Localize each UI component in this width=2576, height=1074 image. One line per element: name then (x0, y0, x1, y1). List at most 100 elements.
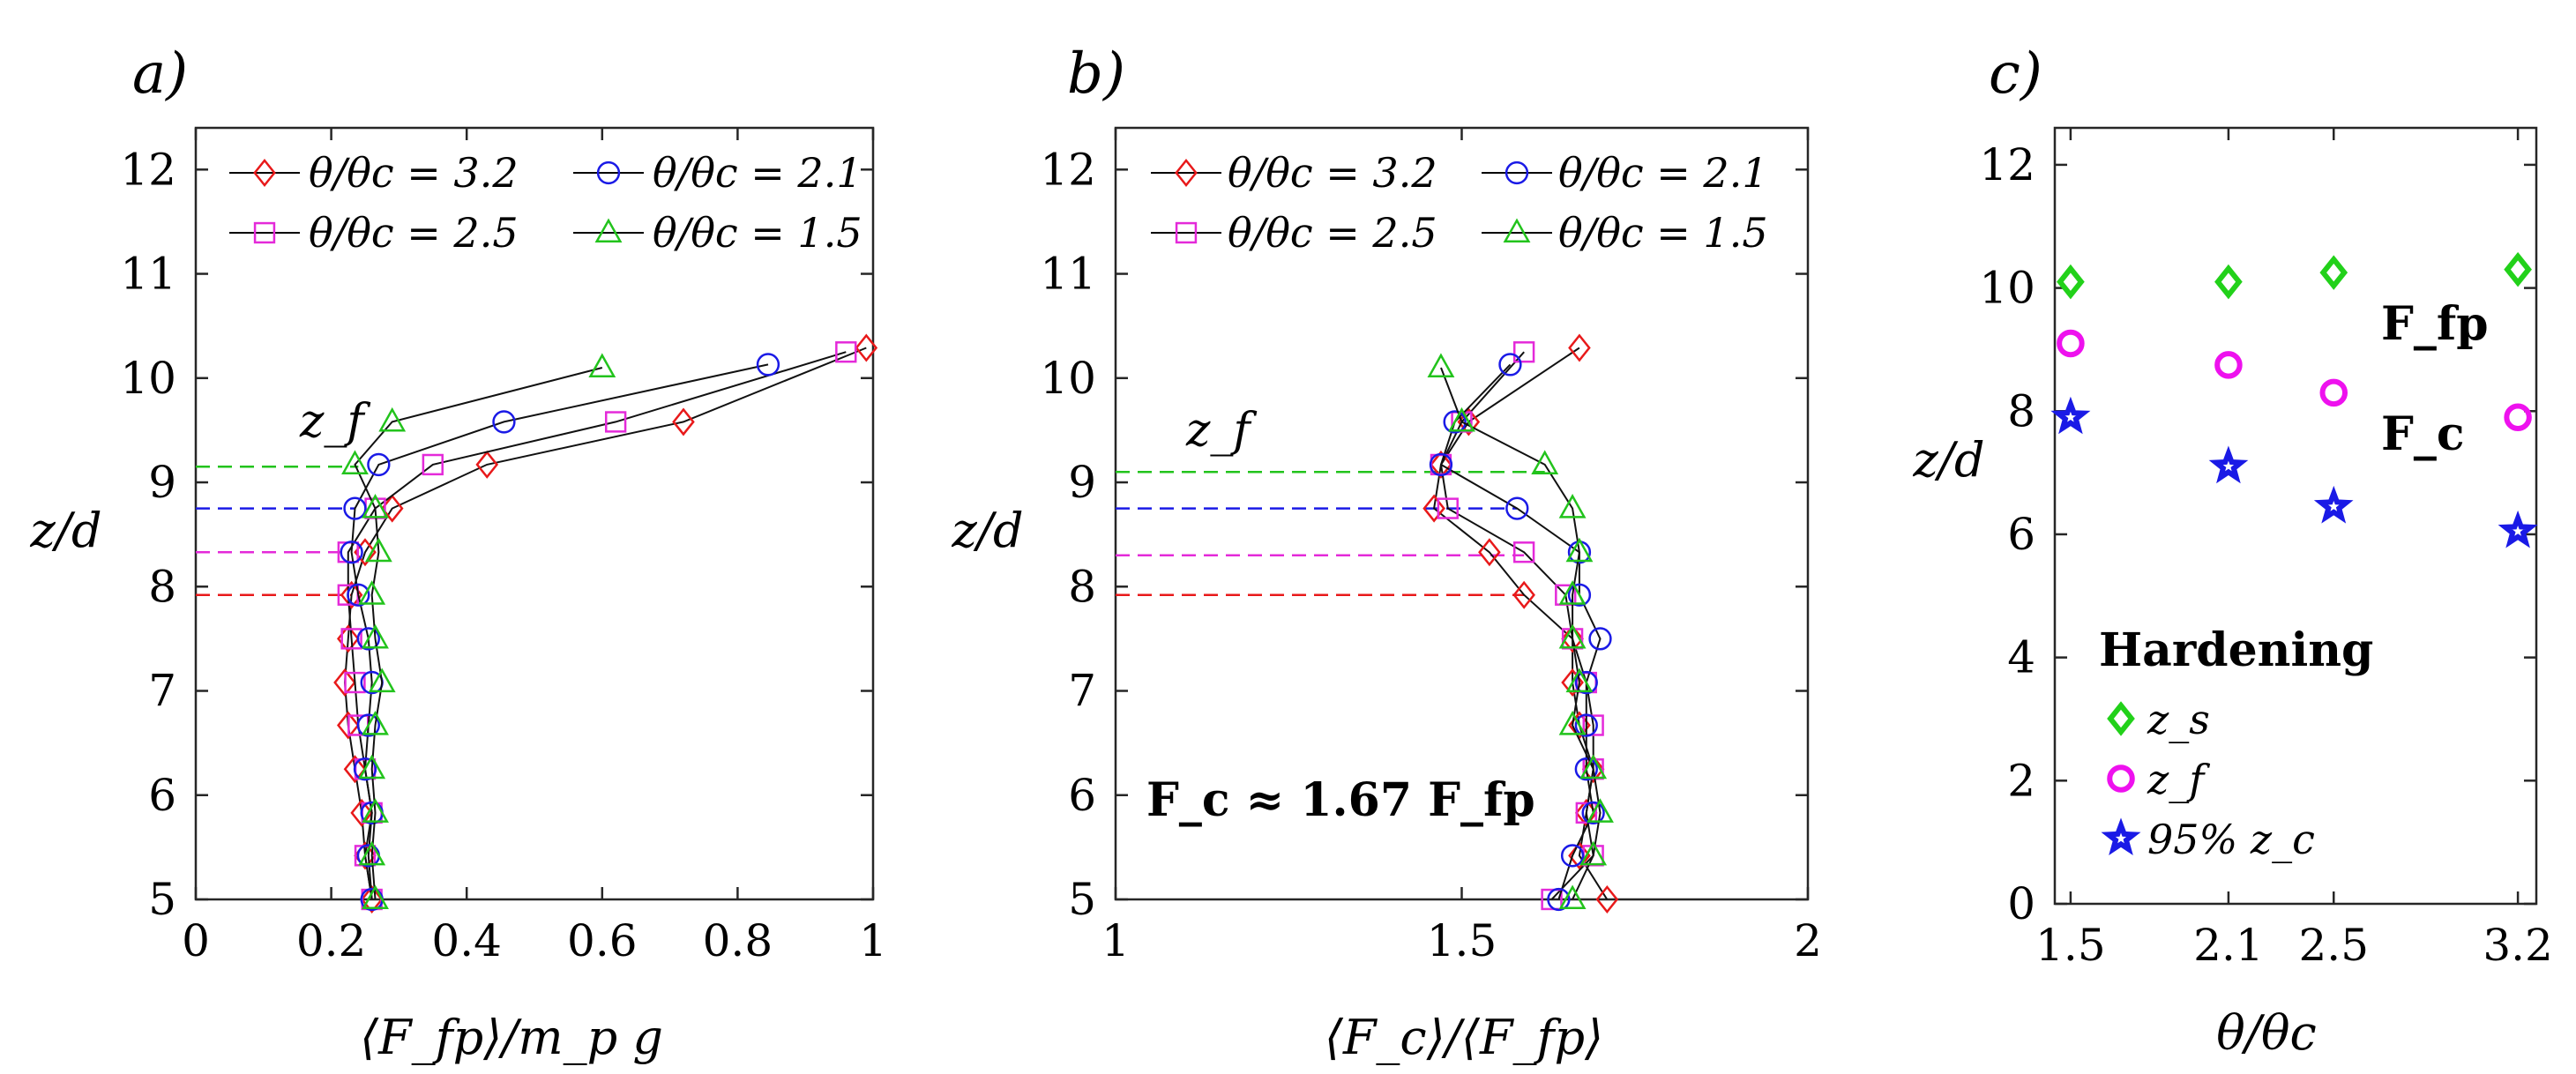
panel-a-ylabel: z/d (29, 503, 101, 558)
data-point (1457, 407, 1481, 436)
data-point (358, 840, 386, 866)
data-point (368, 668, 396, 693)
data-point (604, 411, 627, 433)
legend-item: 95% z_c (2147, 816, 2315, 863)
x-tick-label: 0.2 (296, 915, 367, 966)
data-point (1582, 714, 1604, 736)
panel-c-ffp-annotation: F_fp (2381, 297, 2489, 351)
data-point (1574, 757, 1598, 781)
x-tick-label: 0.6 (567, 915, 638, 966)
data-point (1574, 713, 1598, 737)
data-point (2214, 264, 2243, 300)
legend-marker (1503, 218, 1531, 243)
legend-label: θ/θc = 2.1 (653, 149, 862, 197)
x-tick-label: 1.5 (2035, 920, 2106, 971)
data-point (353, 757, 377, 781)
data-point (356, 627, 380, 651)
data-point (1429, 452, 1453, 477)
legend-item: θ/θc = 3.2 (229, 149, 519, 197)
data-point (1579, 840, 1608, 866)
y-tick-label: 12 (120, 144, 176, 195)
data-point (475, 450, 499, 479)
legend-marker (1175, 221, 1198, 244)
data-point (1558, 884, 1587, 910)
data-point (1588, 627, 1612, 651)
panel-a-zf-annotation: z_f (299, 395, 370, 448)
data-point (756, 353, 780, 377)
legend-item: z_f (2147, 756, 2210, 803)
data-point (1427, 353, 1455, 378)
legend-label: θ/θc = 2.1 (1558, 149, 1768, 197)
data-point (362, 798, 389, 823)
data-point (333, 668, 356, 697)
x-tick-label: 2.1 (2193, 920, 2264, 971)
y-tick-label: 7 (148, 666, 176, 717)
data-point (364, 537, 392, 563)
y-tick-label: 7 (1068, 666, 1096, 717)
legend-marker (2101, 817, 2141, 855)
data-point (1587, 798, 1614, 823)
data-point (1512, 541, 1535, 563)
plot-area: 0 0.2 0.4 0.6 0.8 1 5 6 7 8 9 10 11 12 (120, 126, 887, 966)
data-point (422, 453, 444, 476)
panel-b-zf-annotation: z_f (1185, 404, 1257, 457)
x-tick-label: 0.4 (431, 915, 502, 966)
legend-marker (2107, 764, 2135, 793)
x-tick-label: 0 (182, 915, 210, 966)
plot-area: 1 1.5 2 5 6 7 8 9 10 11 12 (1040, 126, 1822, 966)
panel-c-ylabel: z/d (1912, 432, 1984, 488)
legend-label: θ/θc = 2.5 (1228, 209, 1437, 257)
legend-item: z_s (2147, 696, 2210, 743)
y-tick-label: 6 (148, 770, 176, 821)
data-point (1558, 580, 1587, 605)
data-point (1448, 406, 1475, 432)
legend-marker (1505, 160, 1529, 185)
data-point (347, 583, 370, 607)
legend-label: z_f (2147, 756, 2210, 803)
y-tick-label: 6 (2007, 509, 2035, 560)
y-tick-label: 4 (2007, 632, 2035, 683)
legend-marker (596, 160, 621, 185)
data-point (1558, 494, 1587, 518)
plot-frame (194, 126, 875, 901)
y-tick-label: 0 (2007, 878, 2035, 929)
panel-c-fc-annotation: F_c (2381, 407, 2465, 461)
data-point (1531, 450, 1559, 474)
legend-label: θ/θc = 3.2 (309, 149, 519, 197)
data-point (1595, 884, 1619, 914)
x-tick-label: 1 (859, 915, 887, 966)
series-line (1440, 367, 1602, 900)
legend-marker (253, 158, 276, 188)
data-point (358, 754, 386, 779)
data-point (1560, 844, 1585, 868)
y-tick-label: 5 (148, 874, 176, 925)
data-point (1568, 841, 1591, 870)
data-point (2504, 251, 2532, 287)
data-point (1430, 450, 1452, 479)
y-tick-label: 5 (1068, 874, 1096, 925)
legend-label: 95% z_c (2147, 816, 2315, 863)
data-point (2498, 510, 2538, 548)
data-point (1547, 887, 1571, 912)
y-tick-label: 9 (148, 457, 176, 508)
y-tick-label: 9 (1068, 457, 1096, 508)
panel-a: 0 0.2 0.4 0.6 0.8 1 5 6 7 8 9 10 11 12 a) z/d ⟨F_fp⟩/… (29, 41, 887, 1065)
data-point (341, 450, 369, 474)
y-tick-label: 12 (1040, 144, 1096, 195)
y-tick-label: 11 (120, 249, 176, 300)
legend-marker (1175, 158, 1198, 188)
data-point (855, 333, 878, 362)
panel-a-xlabel: ⟨F_fp⟩/m_p g (360, 1010, 663, 1065)
data-point (1512, 341, 1535, 363)
data-point (362, 494, 389, 518)
legend-item: θ/θc = 2.1 (573, 149, 862, 197)
y-tick-label: 10 (120, 353, 176, 404)
data-point (2214, 351, 2243, 379)
x-tick-label: 1.5 (1427, 915, 1497, 966)
x-tick-label: 1 (1101, 915, 1130, 966)
legend-item: θ/θc = 1.5 (1482, 209, 1768, 257)
data-point (2319, 255, 2348, 290)
panel-b: 1 1.5 2 5 6 7 8 9 10 11 12 b) z/d ⟨F_c⟩/⟨F_fp⟩ z_f… (951, 41, 1822, 1065)
legend-title: Hardening (2099, 623, 2373, 677)
data-point (1568, 333, 1591, 362)
